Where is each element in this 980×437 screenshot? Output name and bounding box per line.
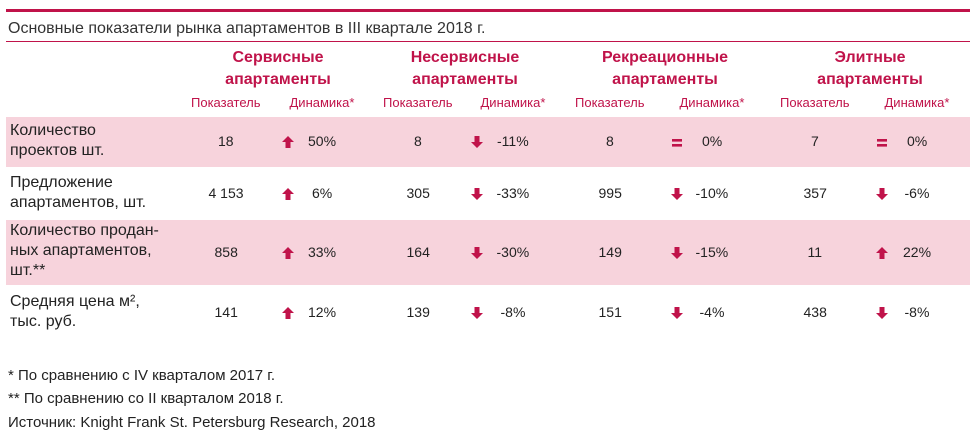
cell-change: -15% [695, 243, 729, 260]
cell-change: 22% [903, 243, 932, 260]
group-header-line1: Элитные [834, 49, 906, 66]
row-label-line: Средняя цена м², [10, 293, 140, 310]
subheader-indicator: Показатель [780, 95, 850, 110]
cell-value: 305 [406, 184, 430, 201]
row-label-line: Предложение [10, 173, 113, 191]
cell-change: -6% [904, 184, 930, 201]
subheader-indicator: Показатель [575, 95, 645, 110]
title-rule [6, 41, 970, 42]
group-header-line1: Сервисные [232, 49, 324, 66]
cell-value: 4 153 [208, 184, 244, 201]
cell-change: -8% [500, 304, 526, 320]
arrow-down-icon [670, 246, 684, 260]
group-header-line2: апартаменты [612, 71, 718, 88]
equals-icon [875, 135, 889, 149]
row-label-line: тыс. руб. [10, 313, 77, 330]
cell-change: 6% [312, 184, 333, 201]
cell-value: 8 [606, 133, 614, 149]
cell-change: -4% [699, 304, 725, 320]
subheader-indicator: Показатель [383, 95, 453, 110]
cell-change: -11% [497, 133, 529, 149]
cell-value: 149 [598, 243, 622, 260]
arrow-up-icon [281, 135, 295, 149]
cell-value: 8 [414, 133, 422, 149]
cell-change: 0% [907, 133, 928, 149]
table-title: Основные показатели рынка апартаментов в… [8, 20, 486, 37]
row-label-line: Количество продан- [10, 222, 159, 239]
arrow-down-icon [670, 306, 684, 320]
arrow-up-icon [875, 246, 889, 260]
subheader-dynamics: Динамика* [480, 95, 546, 110]
row-label-line: проектов шт. [10, 142, 105, 159]
cell-value: 438 [803, 304, 827, 320]
subheader-dynamics: Динамика* [884, 95, 950, 110]
row-label-line: шт.** [10, 262, 46, 279]
arrow-down-icon [470, 246, 484, 260]
footnote-2: ** По сравнению со II кварталом 2018 г. [8, 390, 284, 407]
group-header: Сервисные апартаменты [183, 47, 373, 91]
arrow-down-icon [875, 187, 889, 201]
cell-change: -33% [496, 184, 530, 201]
footnote-1: * По сравнению с IV кварталом 2017 г. [8, 367, 276, 384]
group-header-line2: апартаменты [817, 71, 923, 88]
subheader-dynamics: Динамика* [679, 95, 745, 110]
cell-change: 0% [702, 133, 723, 149]
row-label-line: Количество [10, 122, 96, 139]
arrow-down-icon [470, 187, 484, 201]
cell-change: -8% [904, 304, 930, 320]
arrow-up-icon [281, 246, 295, 260]
arrow-down-icon [875, 306, 889, 320]
row-label: Количество проектов шт. [10, 121, 104, 161]
row-label-line: апартаментов, шт. [10, 193, 147, 211]
equals-icon [670, 135, 684, 149]
group-header: Элитные апартаменты [775, 47, 965, 91]
group-header: Несервисные апартаменты [370, 47, 560, 91]
table-row [6, 117, 970, 167]
group-header-line1: Рекреационные [601, 49, 729, 66]
row-label: Количество продан-ных апартаментов, шт.** [10, 221, 159, 281]
source-note: Источник: Knight Frank St. Petersburg Re… [8, 414, 376, 431]
group-header-line2: апартаменты [225, 71, 331, 88]
arrow-up-icon [281, 187, 295, 201]
cell-value: 139 [406, 304, 430, 320]
row-label: Средняя цена м², тыс. руб. [10, 292, 140, 332]
top-rule [6, 9, 970, 12]
group-header: Рекреационные апартаменты [570, 47, 760, 91]
group-header-line2: апартаменты [412, 71, 518, 88]
cell-value: 141 [214, 304, 238, 320]
arrow-down-icon [470, 306, 484, 320]
arrow-down-icon [670, 187, 684, 201]
cell-value: 151 [598, 304, 622, 320]
group-header-line1: Несервисные [410, 49, 520, 66]
cell-change: 50% [308, 133, 337, 149]
subheader-indicator: Показатель [191, 95, 261, 110]
cell-change: 33% [308, 243, 337, 260]
row-label-line: ных апартаментов, [10, 242, 152, 259]
cell-change: -30% [496, 243, 530, 260]
cell-value: 995 [598, 184, 622, 201]
cell-value: 11 [807, 243, 823, 260]
row-label: Предложение апартаментов, шт. [10, 173, 146, 213]
cell-value: 357 [803, 184, 827, 201]
arrow-down-icon [470, 135, 484, 149]
arrow-up-icon [281, 306, 295, 320]
cell-change: 12% [308, 304, 337, 320]
cell-value: 858 [214, 243, 238, 260]
subheader-dynamics: Динамика* [289, 95, 355, 110]
table-row [6, 220, 970, 285]
cell-value: 164 [406, 243, 430, 260]
cell-change: -10% [695, 184, 729, 201]
cell-value: 7 [811, 133, 819, 149]
cell-value: 18 [218, 133, 234, 149]
